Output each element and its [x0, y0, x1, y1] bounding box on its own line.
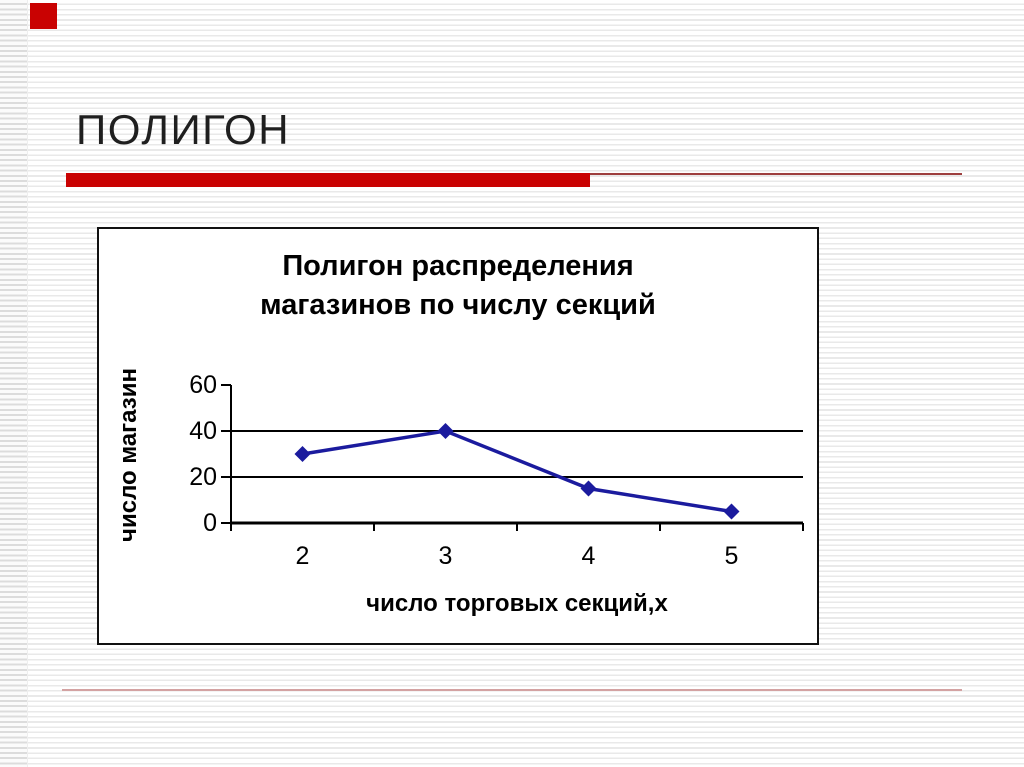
y-tick-label: 0	[203, 509, 217, 537]
data-line	[302, 429, 732, 514]
y-tick-label: 60	[189, 371, 217, 399]
data-point-marker	[723, 503, 740, 520]
accent-square	[30, 3, 57, 29]
left-stripe-band	[0, 0, 28, 767]
chart-title-line2: магазинов по числу секций	[260, 289, 656, 321]
x-tick-label: 5	[724, 542, 739, 570]
y-tick-label: 20	[189, 463, 217, 491]
polygon-line-chart	[221, 384, 804, 531]
x-axis-title: число торговых секций,х	[366, 590, 668, 617]
chart-title: Полигон распределения магазинов по числу…	[99, 247, 817, 325]
x-tick-label: 3	[438, 542, 453, 570]
footer-line	[62, 689, 962, 691]
title-underline-thin-line	[590, 173, 962, 175]
chart-frame: Полигон распределения магазинов по числу…	[97, 227, 819, 645]
data-point-marker	[437, 423, 454, 439]
data-point-marker	[294, 446, 311, 462]
data-point-marker	[580, 480, 597, 497]
x-tick-label: 2	[295, 542, 310, 570]
slide-title: ПОЛИГОН	[76, 106, 291, 153]
chart-title-line1: Полигон распределения	[282, 250, 634, 282]
y-tick-label: 40	[189, 417, 217, 445]
x-tick-label: 4	[581, 542, 596, 570]
title-underline-bar	[66, 173, 590, 187]
